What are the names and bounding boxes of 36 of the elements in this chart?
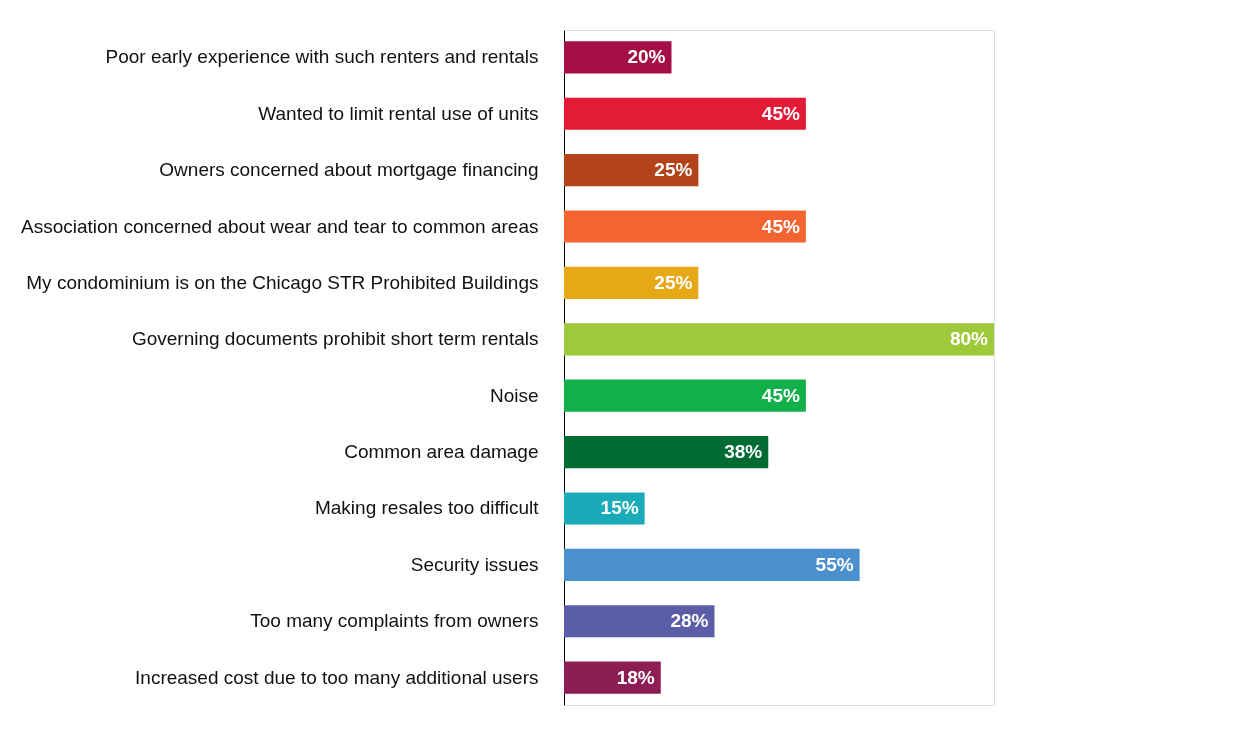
- data-label: 15%: [600, 497, 639, 519]
- y-tick-label: Association concerned about wear and tear to common areas: [20, 215, 539, 237]
- y-tick-label: My condominium is on the Chicago STR Prohibited Buildings: [26, 271, 539, 293]
- y-tick-label: Noise: [489, 384, 539, 406]
- bar: [564, 154, 699, 187]
- bar: [564, 605, 715, 638]
- y-tick-label: Making resales too difficult: [314, 497, 540, 519]
- bar: [564, 661, 661, 694]
- data-label: 45%: [761, 384, 800, 406]
- y-tick-label: Increased cost due to too many additional users: [135, 666, 539, 688]
- bar: [564, 41, 672, 74]
- data-label: 18%: [616, 666, 655, 688]
- bar: [564, 379, 806, 412]
- data-label: 80%: [949, 328, 989, 350]
- data-label: 25%: [654, 159, 693, 181]
- y-tick-label: Owners concerned about mortgage financing: [159, 159, 539, 181]
- y-tick-label: Common area damage: [344, 441, 539, 463]
- bar: [564, 548, 860, 581]
- bar: [564, 266, 699, 299]
- bar: [564, 323, 994, 356]
- bar: [564, 436, 769, 469]
- y-tick-label: Poor early experience with such renters and rentals: [105, 46, 539, 68]
- data-label: 28%: [670, 610, 709, 632]
- y-tick-label: Wanted to limit rental use of units: [258, 102, 539, 124]
- data-label: 38%: [724, 441, 763, 463]
- data-label: 45%: [761, 102, 800, 124]
- data-label: 25%: [654, 271, 693, 293]
- y-tick-label: Too many complaints from owners: [250, 610, 539, 632]
- bar: [564, 97, 806, 130]
- data-label: 20%: [627, 46, 666, 68]
- bar: [564, 492, 645, 525]
- data-label: 45%: [761, 215, 800, 237]
- y-tick-label: Security issues: [410, 553, 539, 575]
- bar: [564, 210, 806, 243]
- y-tick-label: Governing documents prohibit short term rentals: [131, 328, 539, 350]
- data-label: 55%: [815, 553, 854, 575]
